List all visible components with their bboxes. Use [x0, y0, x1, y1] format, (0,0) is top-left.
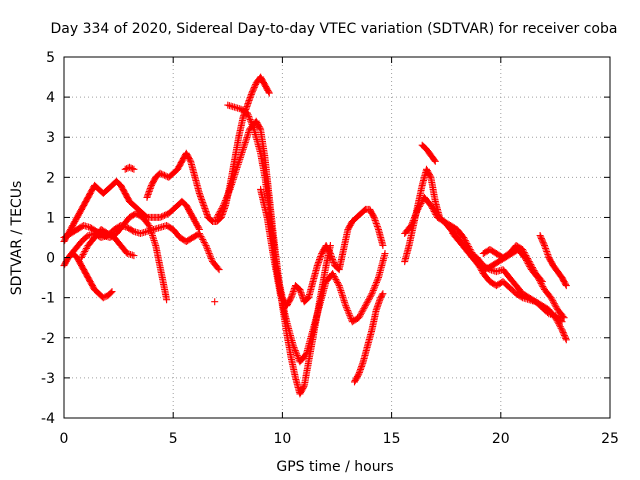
data-points	[60, 73, 570, 398]
data-point-markers	[536, 232, 570, 290]
y-tick-label: -2	[41, 331, 55, 347]
series-track-6	[121, 163, 138, 173]
x-tick-label: 5	[169, 431, 178, 447]
x-tick-label: 10	[273, 431, 291, 447]
data-point-markers	[121, 163, 138, 173]
series-track-5	[78, 226, 138, 262]
y-tick-label: 1	[46, 210, 55, 226]
x-tick-label: 20	[492, 431, 510, 447]
plot-frame	[63, 56, 611, 419]
y-tick-label: 3	[46, 130, 55, 146]
x-tick-label: 0	[60, 431, 69, 447]
series-track-14	[418, 141, 439, 165]
series-track-10	[257, 185, 389, 366]
y-tick-label: 5	[46, 50, 55, 66]
y-tick-label: -4	[41, 411, 55, 427]
chart-title: Day 334 of 2020, Sidereal Day-to-day VTE…	[51, 21, 618, 37]
data-point-markers	[351, 290, 387, 386]
y-axis-label: SDTVAR / TECUs	[9, 181, 25, 296]
series-track-17	[479, 242, 546, 286]
y-tick-label: 2	[46, 170, 55, 186]
grid-lines	[64, 57, 610, 418]
data-point-markers	[418, 141, 439, 165]
x-axis-ticks: 0 5 10 15 20 25	[60, 57, 619, 447]
data-point-markers	[257, 185, 389, 366]
x-axis-label: GPS time / hours	[276, 459, 393, 475]
y-tick-label: -1	[41, 291, 55, 307]
data-point-markers	[479, 242, 546, 286]
series-track-18	[536, 232, 570, 290]
y-tick-label: 0	[46, 251, 55, 267]
data-point-markers	[78, 226, 138, 262]
y-tick-label: -3	[41, 371, 55, 387]
x-tick-label: 25	[601, 431, 619, 447]
x-tick-label: 15	[383, 431, 401, 447]
series-track-11	[351, 290, 387, 386]
y-axis-ticks: -4 -3 -2 -1 0 1 2 3 4 5	[41, 50, 610, 427]
series-track-12	[211, 298, 219, 306]
data-point-markers	[211, 298, 219, 306]
y-tick-label: 4	[46, 90, 55, 106]
